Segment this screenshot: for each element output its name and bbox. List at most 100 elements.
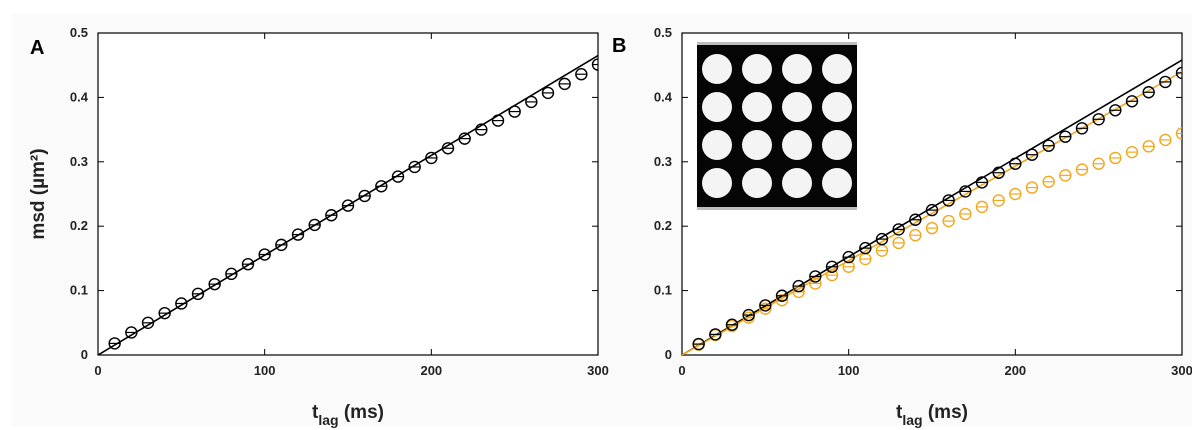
data-point-marker (1009, 187, 1022, 201)
data-point (975, 200, 989, 214)
data-point-marker (959, 185, 972, 198)
data-point-marker (975, 200, 989, 214)
data-point (859, 241, 872, 255)
bead-spot (782, 168, 812, 198)
bead-grid-inset-image (697, 42, 857, 210)
bead-spot (702, 92, 732, 122)
data-point (508, 105, 521, 118)
y-tick-label: 0.2 (654, 218, 672, 233)
data-point (1025, 148, 1039, 161)
data-point-marker (1025, 148, 1039, 161)
data-point (408, 160, 421, 174)
bead-spot (702, 130, 732, 160)
data-point-marker (775, 294, 789, 307)
y-tick-label: 0.4 (654, 89, 673, 104)
data-point (842, 260, 855, 273)
data-point-marker (375, 180, 388, 193)
data-point-marker (809, 277, 822, 290)
data-point-marker (291, 228, 305, 241)
data-point-marker (175, 297, 188, 310)
y-tick-label: 0.3 (70, 154, 88, 169)
data-point (942, 214, 955, 228)
data-point (759, 299, 772, 312)
data-series-1 (692, 66, 1182, 351)
data-point (541, 86, 555, 100)
x-tick-label: 200 (420, 363, 442, 378)
bead-spot (742, 168, 772, 198)
data-point (375, 180, 388, 193)
data-point (275, 238, 288, 252)
data-point (575, 68, 588, 81)
data-point-marker (1159, 133, 1172, 147)
data-point-marker (141, 316, 155, 329)
data-point-marker (992, 166, 1005, 179)
data-point-marker (1059, 130, 1072, 143)
data-point-marker (1042, 139, 1055, 152)
data-point (959, 207, 972, 221)
data-point (725, 318, 739, 331)
data-point (1092, 157, 1105, 170)
data-point (1109, 104, 1122, 117)
panel-a: 0 100 200 300 0 0.1 0.2 0.3 0.4 0.5 tlag (ms) msd (… (28, 25, 609, 428)
data-point (1109, 151, 1122, 165)
data-series-2 (692, 127, 1182, 351)
data-point (892, 223, 905, 236)
data-point-marker (875, 232, 889, 246)
x-tick-label: 300 (1171, 363, 1192, 378)
data-point (909, 213, 922, 226)
data-point-marker (992, 194, 1005, 207)
data-point-marker (1142, 86, 1155, 99)
data-point-marker (591, 58, 598, 71)
data-point (792, 279, 805, 293)
data-point (125, 326, 138, 339)
data-point (925, 203, 939, 217)
data-point (475, 123, 488, 136)
data-point (1125, 145, 1139, 159)
data-point (1159, 133, 1172, 147)
data-point-marker (1059, 169, 1072, 182)
data-point-marker (1109, 104, 1122, 117)
plot-area (97, 32, 599, 356)
data-point-marker (1075, 163, 1089, 176)
data-point (775, 289, 789, 302)
y-tick-label: 0.5 (654, 25, 672, 40)
data-point (1125, 95, 1139, 108)
data-point (425, 151, 438, 165)
data-point (341, 199, 355, 212)
data-point-marker (742, 308, 755, 322)
data-point (992, 166, 1005, 179)
data-point (558, 77, 571, 91)
data-point (241, 257, 255, 271)
data-point-marker (158, 306, 171, 320)
data-point-marker (275, 238, 288, 252)
data-point-marker (308, 218, 321, 232)
data-point (1075, 163, 1089, 176)
data-point (1025, 181, 1039, 194)
data-series-1 (108, 58, 598, 350)
bead-spot (822, 130, 852, 160)
bead-spot (822, 54, 852, 84)
data-point (809, 270, 822, 283)
data-point (1009, 157, 1022, 170)
data-point (175, 297, 188, 310)
data-point (108, 337, 121, 350)
data-point-marker (1142, 140, 1155, 153)
data-point-marker (925, 203, 939, 217)
data-point-marker (975, 176, 989, 189)
data-point (742, 308, 755, 322)
panel-label: B (612, 35, 626, 57)
data-point-marker (525, 95, 538, 109)
data-point (1009, 187, 1022, 201)
inset-border-top (697, 42, 857, 45)
data-point-marker (191, 287, 205, 301)
y-tick-label: 0.4 (70, 89, 89, 104)
inset-border-bottom (697, 207, 857, 210)
x-tick-label: 100 (838, 363, 860, 378)
bead-spot (782, 130, 812, 160)
data-point (325, 209, 338, 222)
data-point (942, 194, 955, 207)
data-point (291, 228, 305, 241)
data-point (692, 337, 705, 351)
bead-spot (782, 92, 812, 122)
